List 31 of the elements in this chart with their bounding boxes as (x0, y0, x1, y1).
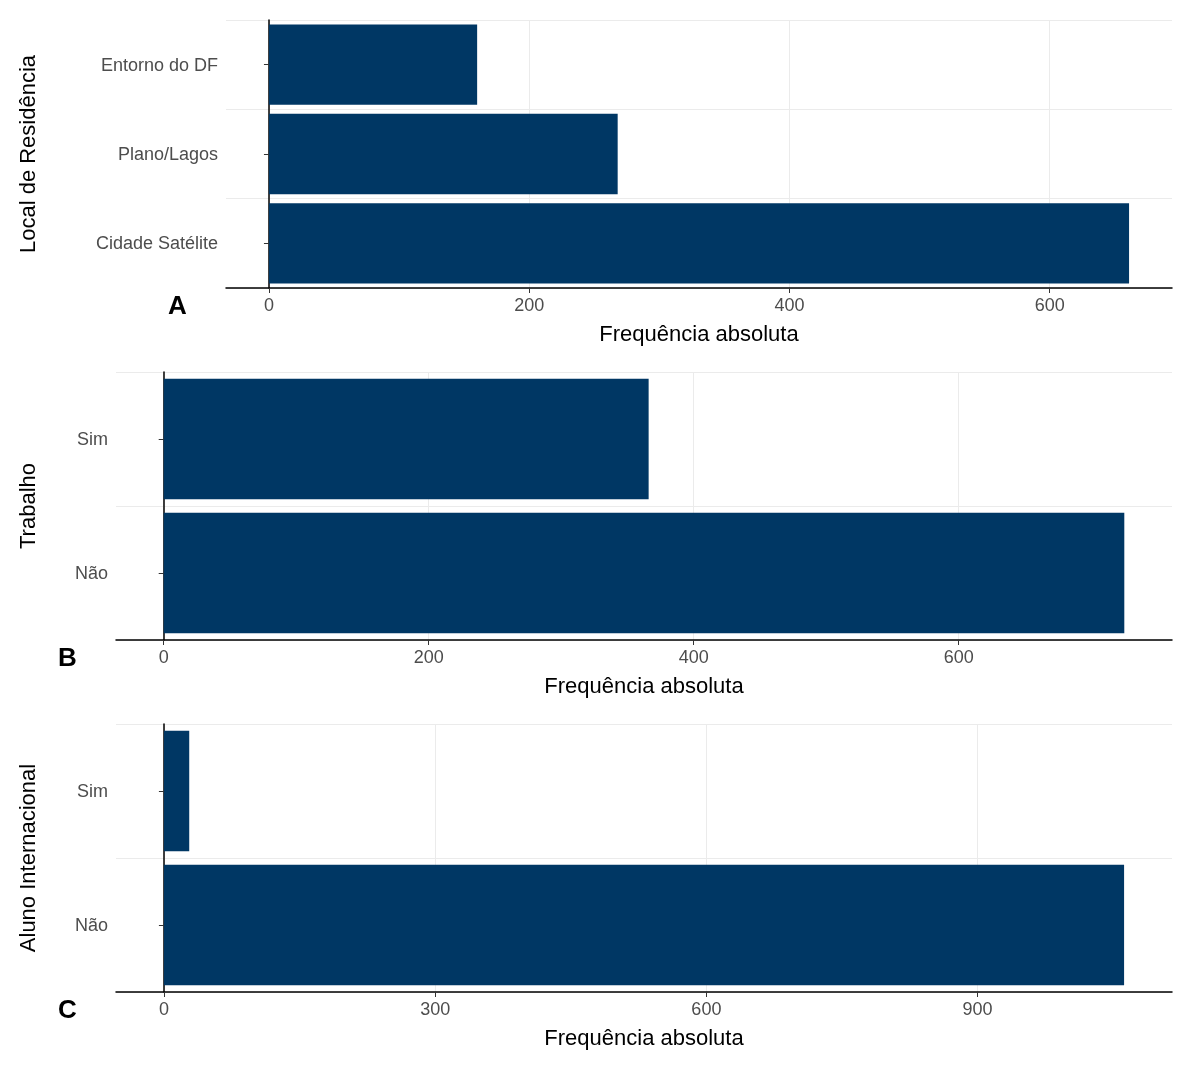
y-tick-label: Não (74, 915, 108, 935)
x-tick-label: 300 (420, 999, 451, 1019)
y-tick-label: Sim (77, 429, 108, 449)
y-tick-label: Sim (77, 781, 108, 801)
y-axis-title: Local de Residência (14, 54, 40, 254)
x-tick-label: 600 (691, 999, 722, 1019)
y-tick-label: Entorno do DF (100, 54, 218, 75)
bar (268, 24, 478, 105)
x-tick-label: 600 (1034, 295, 1065, 315)
x-tick-label: 0 (263, 295, 274, 315)
y-tick-label: Plano/Lagos (117, 144, 218, 164)
x-axis-title: Frequência absoluta (544, 672, 745, 698)
text: B (58, 642, 77, 672)
bar (268, 203, 1130, 284)
x-tick-label: 0 (158, 999, 169, 1019)
text: C (58, 994, 77, 1024)
y-axis-title: Trabalho (14, 462, 40, 550)
x-tick-label: 400 (774, 295, 805, 315)
x-axis-title: Frequência absoluta (599, 320, 800, 346)
y-tick-label: Não (74, 563, 108, 583)
x-tick-label: 900 (962, 999, 993, 1019)
x-tick-label: 200 (514, 295, 545, 315)
x-tick-label: 600 (943, 647, 974, 667)
x-tick-label: 400 (678, 647, 709, 667)
y-axis-title: Aluno Internacional (14, 763, 40, 953)
text: A (168, 290, 187, 320)
y-tick-label: Cidade Satélite (95, 233, 218, 254)
x-axis-title: Frequência absoluta (544, 1024, 745, 1050)
bar (268, 113, 618, 195)
x-tick-label: 200 (413, 647, 444, 667)
x-tick-label: 0 (158, 647, 169, 667)
